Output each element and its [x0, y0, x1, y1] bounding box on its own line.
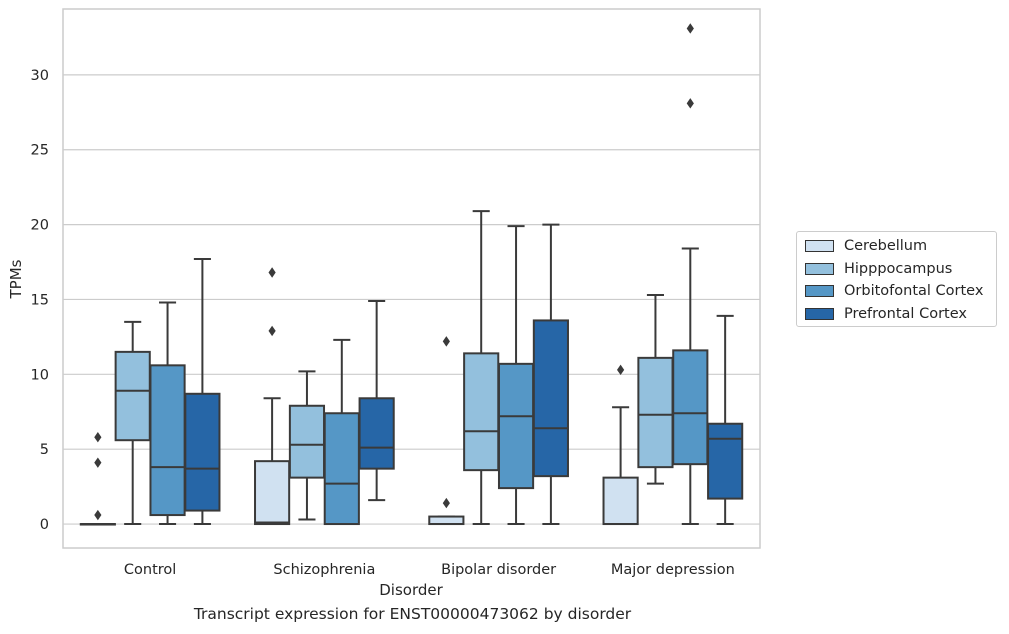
y-tick-label: 20 — [31, 218, 49, 234]
box-1-3 — [358, 299, 395, 502]
outlier-point — [268, 325, 276, 337]
outlier-point — [686, 23, 694, 34]
y-axis-label: TPMs — [7, 259, 25, 299]
plot-area-frame — [62, 8, 761, 549]
chart-caption: Transcript expression for ENST0000047306… — [193, 605, 632, 623]
x-axis-label: Disorder — [379, 581, 443, 599]
box-0-0 — [79, 432, 116, 526]
box-2-0 — [428, 336, 465, 526]
y-tick-label: 25 — [31, 143, 49, 159]
box-body — [637, 356, 674, 469]
outlier-point — [617, 364, 625, 376]
legend-swatch — [805, 263, 834, 275]
outlier-point — [268, 267, 276, 278]
y-tick-label: 0 — [40, 517, 49, 533]
box-3-0 — [602, 364, 639, 526]
box-body — [428, 515, 465, 526]
y-tick-label: 10 — [31, 367, 49, 383]
legend-label: Prefrontal Cortex — [844, 306, 967, 322]
outlier-point — [442, 497, 450, 509]
box-0-1 — [114, 320, 151, 526]
box-3-2 — [672, 23, 709, 526]
x-tick-label: Schizophrenia — [273, 562, 375, 578]
axis-ticks: 0 5 10 15 20 25 30 Control Schizophrenia Bipolar … — [31, 68, 735, 578]
box-body — [672, 349, 709, 466]
x-tick-label: Bipolar disorder — [441, 562, 556, 578]
legend-swatch — [805, 285, 834, 297]
x-tick-label: Major depression — [611, 562, 735, 578]
y-tick-label: 5 — [40, 442, 49, 458]
box-2-1 — [463, 210, 500, 526]
legend-swatch — [805, 240, 834, 252]
box-2-3 — [532, 223, 569, 526]
box-body — [463, 352, 500, 472]
box-body — [149, 364, 186, 517]
box-body — [707, 422, 744, 500]
box-0-3 — [184, 258, 221, 526]
box-body — [532, 319, 569, 478]
y-tick-label: 15 — [31, 292, 49, 308]
legend-item-hippocampus: Hipppocampus — [805, 260, 952, 278]
box-0-2 — [149, 301, 186, 526]
boxes — [79, 23, 744, 526]
box-1-2 — [323, 338, 360, 526]
box-3-3 — [707, 314, 744, 526]
y-tick-label: 30 — [31, 68, 49, 84]
outlier-point — [442, 336, 450, 347]
outlier-point — [686, 98, 694, 109]
box-2-2 — [497, 225, 535, 526]
legend-swatch — [805, 308, 834, 320]
legend-item-orbitofrontal-cortex: Orbitofontal Cortex — [805, 282, 983, 300]
legend-label: Hipppocampus — [844, 261, 953, 277]
legend-item-prefrontal-cortex: Prefrontal Cortex — [805, 305, 967, 323]
box-body — [497, 362, 535, 490]
box-body — [184, 392, 221, 512]
box-body — [323, 412, 360, 526]
legend-label: Cerebellum — [844, 238, 928, 254]
legend-item-cerebellum: Cerebellum — [805, 237, 927, 255]
box-body — [602, 476, 639, 526]
x-tick-label: Control — [124, 562, 176, 578]
box-body — [254, 460, 291, 526]
box-1-1 — [288, 370, 326, 521]
legend-label: Orbitofontal Cortex — [844, 283, 984, 299]
outlier-point — [94, 432, 102, 443]
box-body — [288, 404, 326, 479]
box-1-0 — [254, 267, 291, 526]
box-body — [114, 350, 151, 442]
outlier-point — [94, 509, 102, 521]
box-body — [358, 397, 395, 470]
legend: Cerebellum Hipppocampus Orbitofontal Cor… — [796, 231, 997, 327]
box-3-1 — [637, 293, 674, 485]
outlier-point — [94, 457, 102, 468]
